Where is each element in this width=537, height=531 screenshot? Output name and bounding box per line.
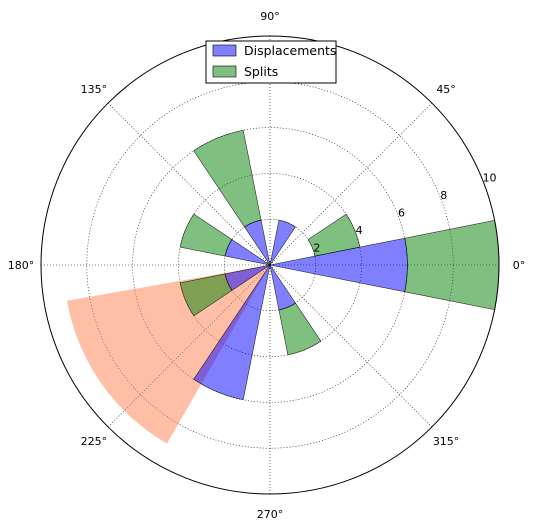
splits-bar: [179, 273, 233, 317]
radial-tick-label: 10: [483, 171, 497, 184]
angular-gridline: [269, 264, 433, 428]
legend-label-splits: Splits: [244, 64, 278, 79]
angle-tick-label: 90°: [260, 10, 280, 23]
bars-layer: [179, 129, 500, 401]
legend-label-displacements: Displacements: [244, 43, 336, 58]
splits-bar: [307, 213, 361, 257]
angle-tick-label: 0°: [513, 259, 526, 272]
angle-tick-label: 45°: [436, 83, 456, 96]
displacements-bar: [269, 264, 296, 311]
highlight-wedge: [67, 265, 270, 444]
legend-swatch-splits: [212, 65, 237, 78]
displacements-bar: [193, 264, 271, 401]
legend-swatch-displacements: [212, 44, 237, 57]
splits-bar: [179, 213, 233, 257]
angle-tick-label: 270°: [257, 508, 284, 521]
angle-tick-label: 225°: [81, 435, 108, 448]
angular-gridline: [269, 102, 433, 266]
radial-tick-label: 6: [398, 206, 405, 219]
polar-frame: [40, 35, 500, 495]
angle-tick-label: 180°: [8, 259, 35, 272]
splits-bar: [278, 302, 322, 356]
tick-labels: 0° 45° 90° 135° 180° 225° 270° 315° 2 4 6 8 10: [8, 10, 526, 521]
highlight-wedge-layer: [67, 265, 270, 444]
radial-tick-label: 2: [313, 241, 320, 254]
legend: Displacements Splits: [205, 40, 337, 84]
polar-outer-circle: [40, 35, 500, 495]
angle-tick-label: 315°: [433, 435, 460, 448]
splits-bar: [193, 129, 262, 228]
angular-gridline: [107, 102, 271, 266]
splits-bar: [404, 219, 500, 311]
angle-tick-label: 135°: [81, 83, 108, 96]
radial-tick-label: 4: [356, 224, 363, 237]
displacements-bar: [269, 219, 296, 266]
radial-tick-label: 8: [440, 189, 447, 202]
